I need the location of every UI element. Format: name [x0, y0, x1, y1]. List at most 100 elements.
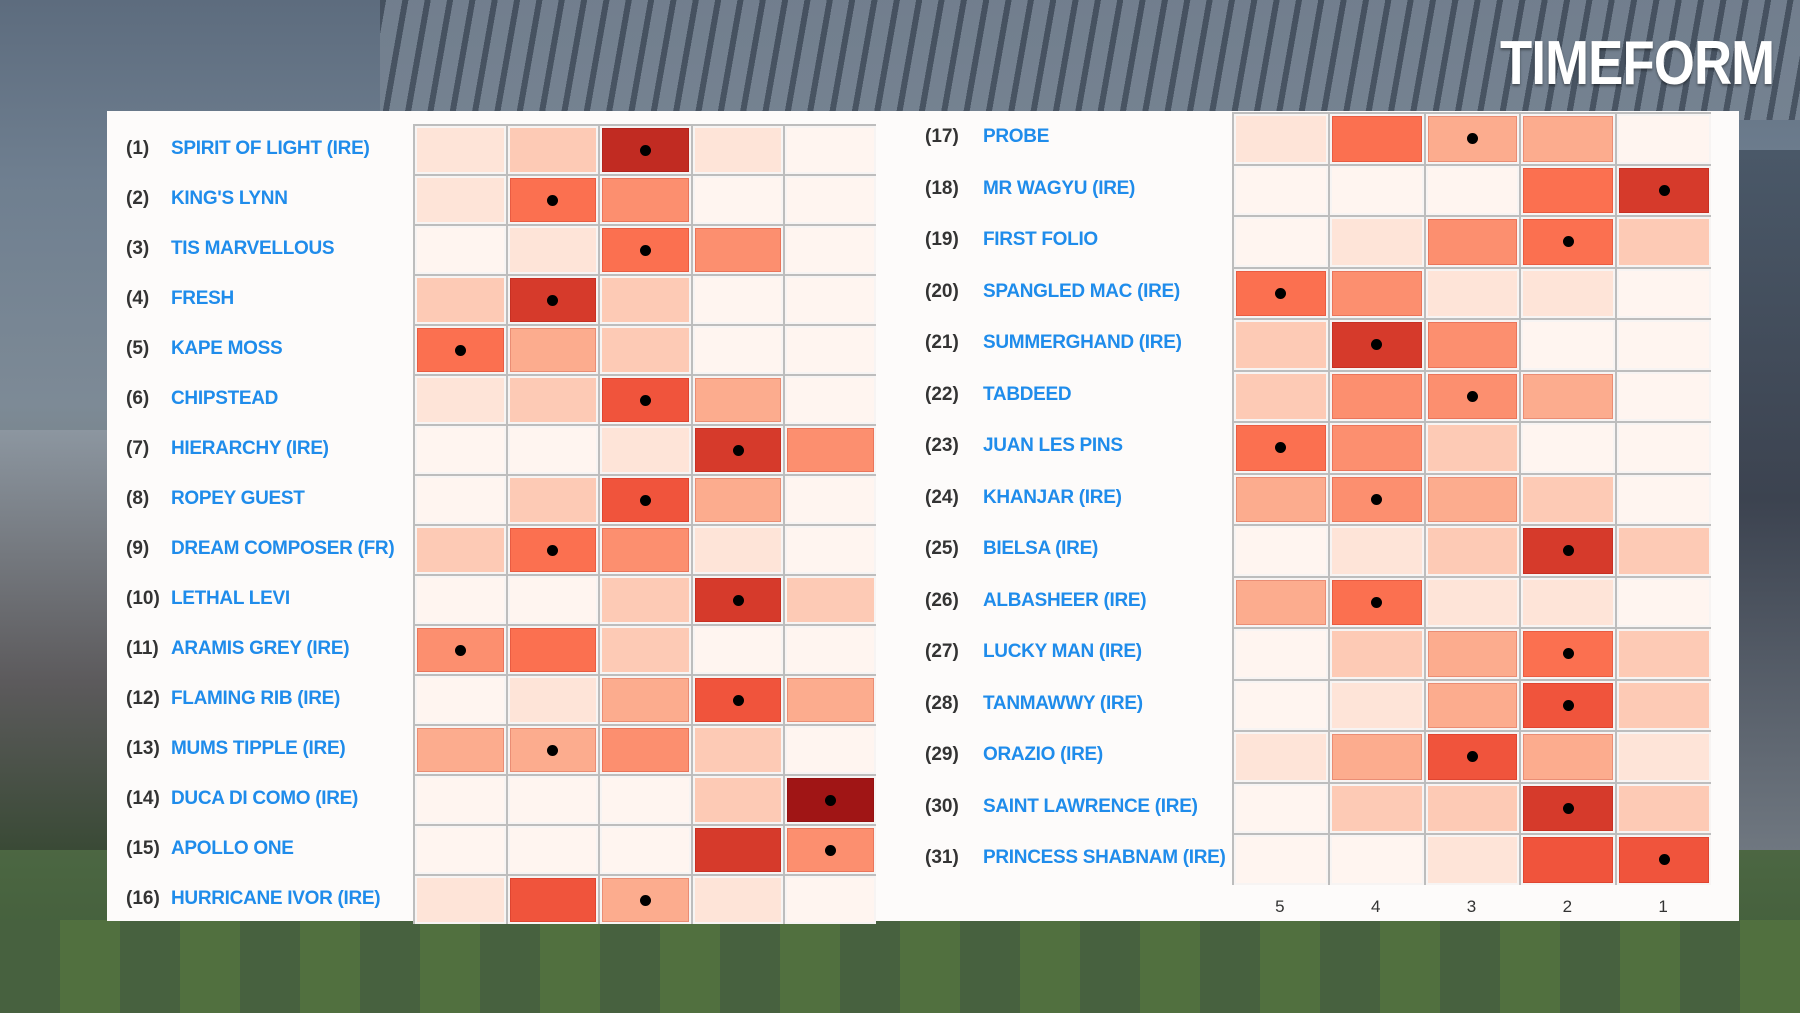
heatmap-cell [1617, 217, 1711, 267]
heatmap-cell [415, 376, 506, 424]
x-tick-label: 4 [1370, 896, 1381, 916]
horse-name-link[interactable]: KAPE MOSS [171, 338, 283, 359]
heatmap-cell-fill [1331, 528, 1422, 574]
heatmap-cell [1425, 320, 1520, 370]
heatmap-cell-fill [1427, 425, 1518, 471]
horse-name-link[interactable]: SPANGLED MAC (IRE) [983, 280, 1180, 302]
horse-name-link[interactable]: PROBE [983, 126, 1050, 147]
heatmap-cell-fill [1619, 373, 1709, 419]
heatmap-cell [507, 476, 599, 524]
row-label: (5) KAPE MOSS [107, 324, 413, 374]
heatmap-cell [1329, 577, 1424, 627]
horse-name-link[interactable]: ROPEY GUEST [171, 488, 305, 509]
horse-name-link[interactable]: DREAM COMPOSER (FR) [171, 538, 395, 559]
heatmap-cell [1617, 423, 1711, 473]
horse-name-link[interactable]: SPIRIT OF LIGHT (IRE) [171, 138, 370, 159]
horse-name-link[interactable]: ALBASHEER (IRE) [983, 589, 1147, 611]
heatmap-cell [600, 826, 691, 874]
heatmap-cell [785, 826, 876, 874]
racecourse-grass-background [0, 920, 1800, 1013]
heatmap-cell-fill [1619, 219, 1709, 265]
heatmap-cell-fill [1619, 682, 1709, 728]
heatmap-cell [692, 276, 784, 324]
heatmap-cell [1617, 577, 1711, 627]
heatmap-cell [415, 176, 506, 224]
rank-number: (20) [925, 280, 959, 302]
horse-name-link[interactable]: JUAN LES PINS [983, 435, 1123, 456]
horse-name-link[interactable]: SUMMERGHAND (IRE) [983, 332, 1182, 353]
heatmap-cell-fill [787, 728, 874, 772]
rank-number: (11) [126, 638, 159, 659]
marker-dot [732, 444, 744, 456]
heatmap-cell [1617, 268, 1711, 318]
horse-name-link[interactable]: MUMS TIPPLE (IRE) [171, 738, 346, 759]
horse-name-link[interactable]: FLAMING RIB (IRE) [171, 688, 341, 709]
heatmap-cell [785, 526, 876, 574]
marker-dot [1371, 596, 1383, 608]
heatmap-cell [1425, 629, 1520, 679]
rank-number: (28) [925, 692, 959, 714]
marker-dot [639, 894, 651, 906]
heatmap-cell [507, 226, 599, 274]
x-tick-label: 2 [1562, 896, 1573, 916]
horse-name-link[interactable]: ARAMIS GREY (IRE) [171, 638, 350, 659]
heatmap-cell [1521, 371, 1616, 421]
horse-name-link[interactable]: LUCKY MAN (IRE) [983, 641, 1142, 662]
heatmap-cell [1329, 423, 1424, 473]
rank-number: (22) [925, 383, 959, 405]
heatmap-cell-fill [509, 828, 597, 872]
heatmap-cell-fill [1427, 528, 1518, 574]
horse-name-link[interactable]: KHANJAR (IRE) [983, 486, 1122, 508]
horse-name-link[interactable]: SAINT LAWRENCE (IRE) [983, 795, 1198, 817]
horse-name-link[interactable]: KING'S LYNN [171, 188, 288, 209]
heatmap-cell [1521, 577, 1616, 627]
horse-name-link[interactable]: TABDEED [983, 383, 1072, 405]
heatmap-cell [1329, 835, 1424, 885]
heatmap-cell-fill [1619, 528, 1709, 574]
horse-name-link[interactable]: MR WAGYU (IRE) [983, 177, 1136, 199]
heatmap-cell-fill [417, 428, 504, 472]
heatmap-cell [507, 726, 599, 774]
row-label: (2) KING'S LYNN [107, 174, 413, 224]
heatmap-cell [1617, 526, 1711, 576]
heatmap-cell [1521, 268, 1616, 318]
heatmap-cell [1234, 165, 1328, 215]
row-label: (14) DUCA DI COMO (IRE) [107, 774, 413, 824]
horse-name-link[interactable]: TIS MARVELLOUS [171, 238, 335, 259]
heatmap-cell-fill [787, 228, 874, 272]
horse-name-link[interactable]: BIELSA (IRE) [983, 538, 1098, 559]
heatmap-cell-fill [417, 378, 504, 422]
horse-name-link[interactable]: LETHAL LEVI [171, 588, 290, 609]
heatmap-cell [785, 426, 876, 474]
heatmap-cell [600, 776, 691, 824]
heatmap-cell-fill [1427, 270, 1518, 316]
heatmap-cell-fill [694, 328, 782, 372]
horse-name-link[interactable]: TANMAWWY (IRE) [983, 692, 1143, 714]
heatmap-cell [1617, 320, 1711, 370]
heatmap-cell-fill [602, 278, 689, 322]
horse-name-link[interactable]: DUCA DI COMO (IRE) [171, 788, 359, 809]
row-label: (23) JUAN LES PINS [107, 421, 1232, 471]
heatmap-cell [692, 676, 784, 724]
heatmap-cell-fill [1619, 425, 1709, 471]
heatmap-cell [1425, 114, 1520, 164]
heatmap-cell [1234, 217, 1328, 267]
rank-number: (1) [126, 138, 150, 159]
rank-number: (30) [925, 795, 959, 817]
horse-name-link[interactable]: PRINCESS SHABNAM (IRE) [983, 847, 1226, 868]
marker-dot [1562, 236, 1574, 248]
horse-name-link[interactable]: HURRICANE IVOR (IRE) [171, 888, 381, 909]
heatmap-cell [600, 626, 691, 674]
horse-name-link[interactable]: ORAZIO (IRE) [983, 744, 1103, 765]
heatmap-cell-fill [787, 178, 874, 222]
horse-name-link[interactable]: FRESH [171, 288, 234, 309]
horse-name-link[interactable]: CHIPSTEAD [171, 388, 279, 409]
heatmap-cell [1234, 114, 1328, 164]
horse-name-link[interactable]: APOLLO ONE [171, 838, 294, 859]
marker-dot [547, 544, 559, 556]
horse-name-link[interactable]: FIRST FOLIO [983, 229, 1098, 250]
heatmap-cell-fill [417, 828, 504, 872]
heatmap-cell-fill [787, 328, 874, 372]
horse-name-link[interactable]: HIERARCHY (IRE) [171, 438, 329, 459]
marker-dot [454, 644, 466, 656]
